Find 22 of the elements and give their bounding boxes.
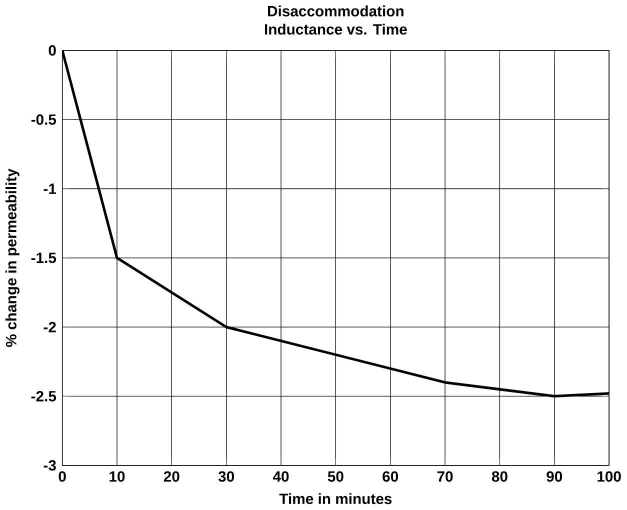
y-tick-label: -2.5 bbox=[31, 391, 56, 402]
x-tick-label: 70 bbox=[437, 471, 453, 482]
y-tick-label: -2 bbox=[44, 322, 56, 332]
x-tick-label: 10 bbox=[110, 471, 125, 482]
y-tick-label: -1 bbox=[44, 184, 56, 194]
y-axis-title: % change in permeability bbox=[6, 168, 20, 348]
x-tick-label: 90 bbox=[546, 471, 562, 482]
x-tick-label: 20 bbox=[164, 471, 180, 482]
x-tick-label: 40 bbox=[272, 471, 289, 482]
x-tick-label: 30 bbox=[218, 471, 234, 482]
x-tick-label: 80 bbox=[492, 471, 508, 482]
y-tick-label: -1.5 bbox=[31, 252, 56, 264]
x-tick-label: 60 bbox=[382, 471, 398, 482]
x-tick-label: 0 bbox=[58, 471, 66, 482]
y-tick-label: 0 bbox=[48, 45, 56, 56]
y-tick-label: -3 bbox=[44, 460, 56, 471]
x-tick-label: 100 bbox=[598, 471, 621, 482]
x-axis-title: Time in minutes bbox=[279, 493, 392, 504]
chart-subtitle: Inductance vs. Time bbox=[264, 24, 407, 35]
x-tick-label: 50 bbox=[328, 471, 344, 482]
y-tick-label: -0.5 bbox=[31, 114, 56, 126]
chart-title: Disaccommodation bbox=[268, 6, 404, 17]
